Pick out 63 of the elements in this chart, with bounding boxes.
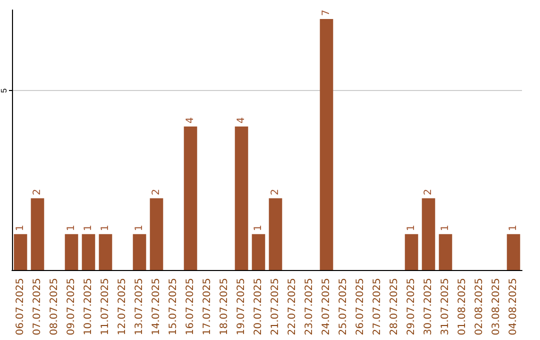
data-label: 1 xyxy=(134,224,145,232)
data-label: 2 xyxy=(270,188,281,196)
x-tick-label: 15.07.2025 xyxy=(168,278,179,336)
x-tick-label: 26.07.2025 xyxy=(355,278,366,336)
bar xyxy=(184,126,198,270)
x-tick-label: 02.08.2025 xyxy=(474,278,485,336)
data-label: 1 xyxy=(100,224,111,232)
x-tick-label: 24.07.2025 xyxy=(321,278,332,336)
data-label: 1 xyxy=(440,224,451,232)
bar xyxy=(404,234,418,270)
bar xyxy=(14,234,28,270)
data-label: 1 xyxy=(508,224,519,232)
bar xyxy=(252,234,266,270)
bar xyxy=(132,234,146,270)
x-tick-label: 25.07.2025 xyxy=(338,278,349,336)
bar xyxy=(506,234,520,270)
x-tick-label: 13.07.2025 xyxy=(134,278,145,336)
x-tick-label: 10.07.2025 xyxy=(83,278,94,336)
x-tick-label: 23.07.2025 xyxy=(304,278,315,336)
data-label: 7 xyxy=(321,10,332,16)
x-tick-label: 18.07.2025 xyxy=(219,278,230,336)
data-label: 1 xyxy=(253,224,264,232)
bar xyxy=(82,234,96,270)
data-label: 2 xyxy=(151,188,162,196)
x-tick-label: 07.07.2025 xyxy=(32,278,43,336)
x-tick-label: 16.07.2025 xyxy=(185,278,196,336)
bar xyxy=(98,234,112,270)
x-tick-label: 30.07.2025 xyxy=(423,278,434,336)
data-label: 1 xyxy=(15,224,26,232)
x-tick-label: 28.07.2025 xyxy=(389,278,400,336)
bar xyxy=(438,234,452,270)
x-tick-label: 04.08.2025 xyxy=(508,278,519,336)
bar xyxy=(234,126,248,270)
bar xyxy=(64,234,78,270)
bar xyxy=(150,198,164,270)
x-tick-label: 27.07.2025 xyxy=(372,278,383,336)
x-tick-label: 14.07.2025 xyxy=(151,278,162,336)
x-tick-label: 08.07.2025 xyxy=(49,278,60,336)
x-tick-label: 20.07.2025 xyxy=(253,278,264,336)
bar xyxy=(268,198,282,270)
x-tick-label: 22.07.2025 xyxy=(287,278,298,336)
x-tick-label: 06.07.2025 xyxy=(15,278,26,336)
bar xyxy=(320,18,334,270)
y-tick-label: 5 xyxy=(0,88,8,93)
data-label: 4 xyxy=(185,117,196,124)
data-label: 4 xyxy=(236,117,247,124)
data-label: 1 xyxy=(83,224,94,232)
data-label: 2 xyxy=(32,188,43,196)
bar xyxy=(422,198,436,270)
data-label: 2 xyxy=(423,188,434,196)
x-tick-label: 11.07.2025 xyxy=(100,278,111,336)
x-tick-label: 31.07.2025 xyxy=(440,278,451,336)
bar xyxy=(30,198,44,270)
x-tick-label: 17.07.2025 xyxy=(202,278,213,336)
x-tick-label: 01.08.2025 xyxy=(457,278,468,336)
x-tick-label: 12.07.2025 xyxy=(117,278,128,336)
data-label: 1 xyxy=(406,224,417,232)
x-tick-label: 09.07.2025 xyxy=(66,278,77,336)
x-tick-label: 29.07.2025 xyxy=(406,278,417,336)
x-tick-label: 21.07.2025 xyxy=(270,278,281,336)
x-tick-label: 03.08.2025 xyxy=(491,278,502,336)
x-tick-label: 19.07.2025 xyxy=(236,278,247,336)
data-label: 1 xyxy=(66,224,77,232)
